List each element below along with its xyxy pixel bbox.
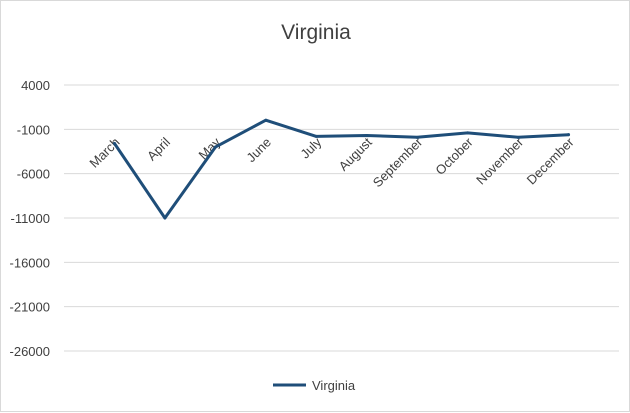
y-tick-label: -26000: [10, 344, 50, 359]
x-tick-label: August: [336, 134, 375, 173]
x-tick-label: November: [473, 134, 526, 187]
gridlines: [64, 84, 619, 352]
chart-title: Virginia: [281, 21, 351, 44]
legend-label: Virginia: [312, 378, 356, 393]
x-tick-label: April: [144, 134, 173, 163]
x-tick-label: October: [432, 134, 476, 178]
x-tick-label: July: [297, 134, 324, 161]
data-point: [112, 142, 116, 146]
y-tick-label: -1000: [17, 122, 50, 137]
data-point: [516, 135, 520, 139]
legend: Virginia: [273, 378, 356, 393]
x-tick-label: September: [370, 134, 426, 190]
data-point: [213, 145, 217, 149]
x-tick-label: June: [243, 135, 274, 166]
y-axis-ticks: 4000 -1000 -6000 -11000 -16000 -21000 -26000: [10, 78, 50, 359]
y-tick-label: 4000: [21, 78, 50, 93]
data-point: [264, 118, 268, 122]
x-tick-label: March: [86, 135, 122, 171]
data-point: [163, 216, 167, 220]
series-line-virginia: [113, 118, 570, 220]
data-point: [567, 133, 571, 137]
series-layer: [112, 118, 571, 220]
y-tick-label: -21000: [10, 300, 50, 315]
data-point: [466, 131, 470, 135]
y-tick-label: -6000: [17, 167, 50, 182]
y-tick-label: -11000: [10, 211, 50, 226]
data-point: [365, 134, 369, 138]
y-tick-label: -16000: [10, 255, 50, 270]
data-point: [314, 134, 318, 138]
data-point: [415, 135, 419, 139]
x-tick-label: December: [524, 134, 577, 187]
x-tick-label: May: [196, 134, 224, 162]
